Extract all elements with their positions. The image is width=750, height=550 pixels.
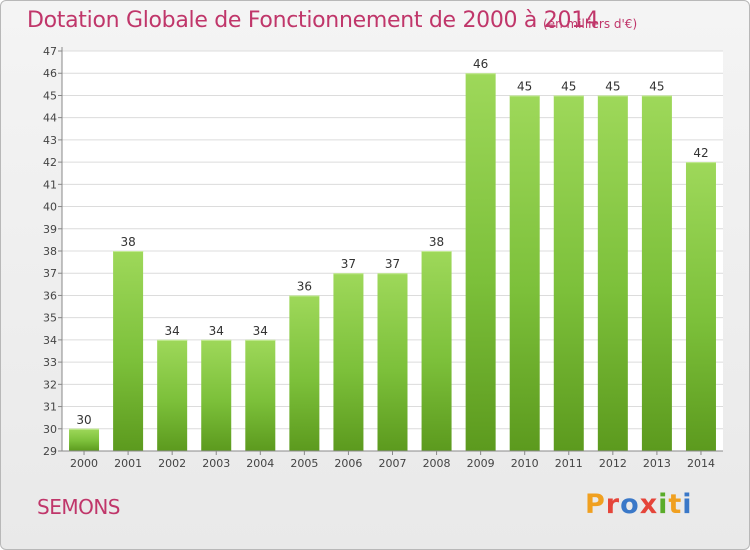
data-label-2004: 34: [253, 324, 268, 338]
commune-name: SEMONS: [37, 495, 121, 519]
bar-2007[interactable]: [377, 273, 408, 451]
data-label-2007: 37: [385, 257, 400, 271]
data-label-2009: 46: [473, 57, 488, 71]
data-label-2001: 38: [120, 235, 135, 249]
logo-letter: i: [682, 489, 693, 520]
y-tick-label: 36: [43, 289, 57, 302]
y-tick-label: 30: [43, 423, 57, 436]
bar-2001[interactable]: [113, 251, 144, 451]
x-tick-label-2009: 2009: [467, 457, 495, 470]
x-tick-label-2005: 2005: [290, 457, 318, 470]
data-label-2003: 34: [209, 324, 224, 338]
bar-2010[interactable]: [509, 95, 540, 451]
logo-letter: t: [668, 489, 683, 520]
logo-letter: i: [658, 489, 669, 520]
data-label-2002: 34: [165, 324, 180, 338]
y-tick-label: 29: [43, 445, 57, 458]
logo-letter: o: [620, 489, 640, 520]
y-tick-label: 39: [43, 223, 57, 236]
y-tick-label: 44: [43, 112, 57, 125]
chart-subtitle: (en milliers d'€): [543, 17, 638, 31]
bar-2005[interactable]: [289, 295, 320, 451]
bar-2011[interactable]: [553, 95, 584, 451]
chart-title: Dotation Globale de Fonctionnement de 20…: [27, 8, 599, 33]
y-tick-label: 41: [43, 178, 57, 191]
bar-2014[interactable]: [685, 162, 716, 451]
x-tick-label-2002: 2002: [158, 457, 186, 470]
logo-letter: x: [639, 489, 659, 520]
y-tick-label: 33: [43, 356, 57, 369]
data-label-2011: 45: [561, 79, 576, 93]
bar-2000[interactable]: [69, 428, 100, 451]
x-tick-label-2007: 2007: [379, 457, 407, 470]
bar-2009[interactable]: [465, 73, 496, 451]
x-tick-label-2006: 2006: [334, 457, 362, 470]
bar-2008[interactable]: [421, 251, 452, 451]
y-tick-label: 42: [43, 156, 57, 169]
proxiti-logo[interactable]: Proxiti: [585, 489, 693, 520]
logo-letter: r: [605, 489, 621, 520]
bar-2004[interactable]: [245, 339, 276, 451]
y-tick-label: 45: [43, 89, 57, 102]
x-tick-label-2013: 2013: [643, 457, 671, 470]
x-tick-label-2003: 2003: [202, 457, 230, 470]
x-tick-label-2008: 2008: [423, 457, 451, 470]
x-tick-label-2014: 2014: [687, 457, 715, 470]
y-tick-label: 32: [43, 378, 57, 391]
y-tick-label: 31: [43, 401, 57, 414]
bar-2006[interactable]: [333, 273, 364, 451]
y-tick-label: 34: [43, 334, 57, 347]
logo-letter: P: [585, 489, 606, 520]
y-tick-label: 47: [43, 45, 57, 58]
y-tick-label: 43: [43, 134, 57, 147]
bar-2013[interactable]: [641, 95, 672, 451]
x-tick-label-2001: 2001: [114, 457, 142, 470]
x-tick-label-2010: 2010: [511, 457, 539, 470]
data-label-2006: 37: [341, 257, 356, 271]
y-tick-label: 38: [43, 245, 57, 258]
x-tick-label-2012: 2012: [599, 457, 627, 470]
bar-2012[interactable]: [597, 95, 628, 451]
data-label-2008: 38: [429, 235, 444, 249]
data-label-2014: 42: [693, 146, 708, 160]
data-label-2012: 45: [605, 79, 620, 93]
bar-2003[interactable]: [201, 339, 232, 451]
x-tick-label-2004: 2004: [246, 457, 274, 470]
data-label-2010: 45: [517, 79, 532, 93]
x-tick-label-2000: 2000: [70, 457, 98, 470]
data-label-2013: 45: [649, 79, 664, 93]
y-tick-label: 46: [43, 67, 57, 80]
y-tick-label: 37: [43, 267, 57, 280]
y-tick-label: 40: [43, 201, 57, 214]
y-tick-label: 35: [43, 312, 57, 325]
data-label-2005: 36: [297, 279, 312, 293]
data-label-2000: 30: [76, 413, 91, 427]
x-tick-label-2011: 2011: [555, 457, 583, 470]
bar-2002[interactable]: [157, 339, 188, 451]
